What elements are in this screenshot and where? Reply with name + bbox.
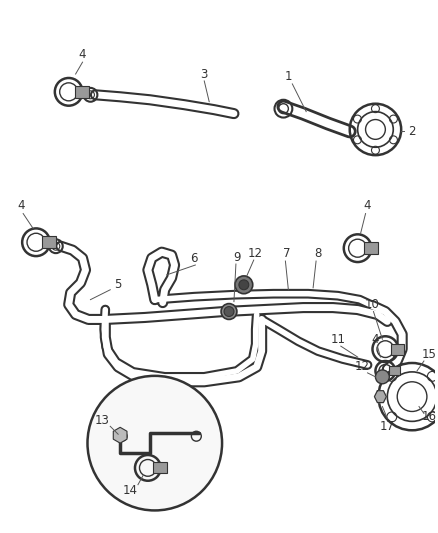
Text: 11: 11 (330, 333, 345, 346)
Text: 12: 12 (247, 247, 262, 260)
Text: 8: 8 (314, 247, 322, 260)
Text: 13: 13 (95, 414, 110, 427)
Text: 3: 3 (201, 68, 208, 80)
Circle shape (221, 304, 237, 319)
Text: 4: 4 (364, 199, 371, 212)
FancyBboxPatch shape (42, 237, 57, 248)
Text: 4: 4 (372, 333, 379, 346)
Text: 7: 7 (283, 247, 290, 260)
Text: 15: 15 (421, 348, 436, 361)
Text: 6: 6 (191, 252, 198, 264)
Circle shape (88, 376, 222, 511)
Text: 9: 9 (233, 251, 240, 264)
Text: 2: 2 (408, 125, 416, 138)
Polygon shape (374, 391, 386, 402)
Text: 1: 1 (285, 70, 292, 84)
Text: 12: 12 (355, 360, 370, 374)
Circle shape (235, 276, 253, 294)
Text: 14: 14 (123, 484, 138, 497)
FancyBboxPatch shape (389, 367, 400, 375)
Text: 10: 10 (365, 298, 380, 311)
Circle shape (375, 370, 389, 384)
FancyBboxPatch shape (364, 243, 378, 254)
FancyBboxPatch shape (74, 86, 89, 98)
FancyBboxPatch shape (153, 463, 167, 473)
Text: 17: 17 (380, 420, 395, 433)
Text: 4: 4 (18, 199, 25, 212)
FancyBboxPatch shape (391, 344, 404, 354)
Circle shape (239, 280, 249, 290)
Circle shape (224, 306, 234, 317)
Text: 16: 16 (421, 410, 436, 423)
Text: 5: 5 (114, 278, 122, 292)
Text: 4: 4 (79, 48, 86, 61)
